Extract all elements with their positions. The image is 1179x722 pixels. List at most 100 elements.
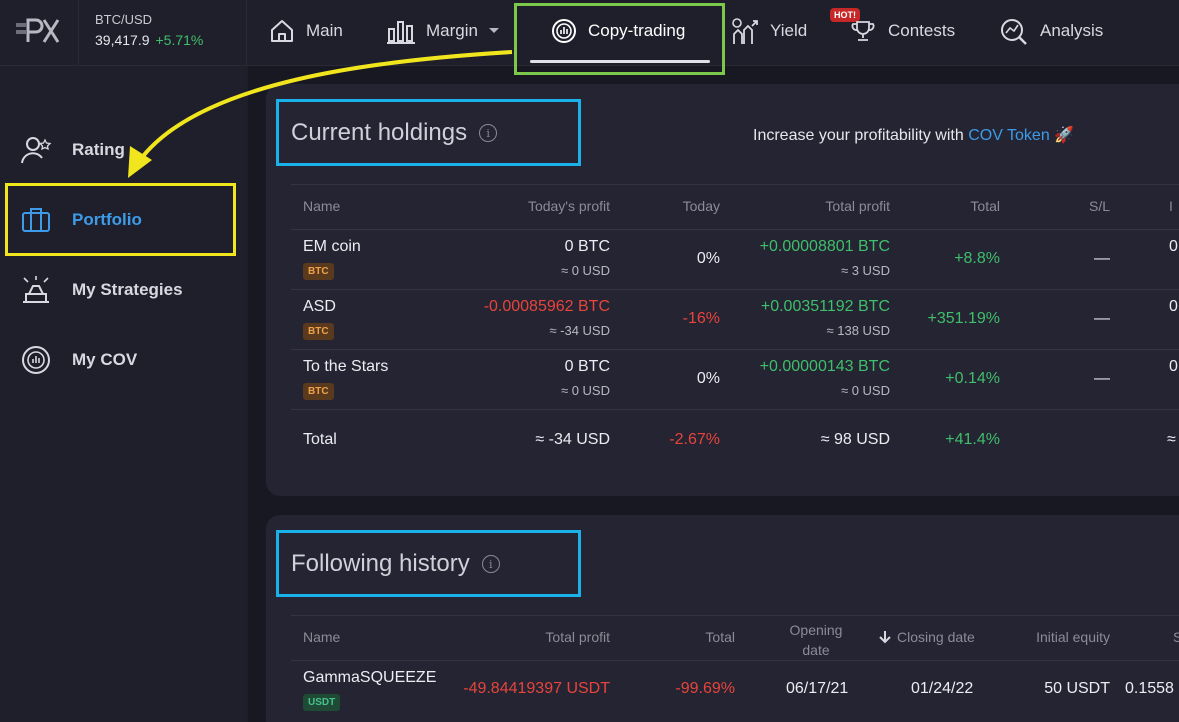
history-closing-date: 01/24/22	[911, 680, 974, 697]
sidebar-item-label: My COV	[72, 350, 138, 369]
column-header-opening-date[interactable]: Opening date	[776, 620, 856, 660]
nav-margin[interactable]: Margin	[386, 0, 500, 62]
stop-loss: —	[1094, 370, 1110, 387]
holding-name[interactable]: EM coin	[303, 238, 361, 255]
nav-analysis-label: Analysis	[1040, 21, 1104, 40]
column-header-closing-date[interactable]: Closing date	[879, 629, 975, 645]
total-percent: +351.19%	[927, 310, 1000, 327]
top-bar: BTC/USD 39,417.9 +5.71% Main Margin Copy-…	[0, 0, 1179, 66]
section-title-text: Following history	[291, 550, 470, 577]
rocket-icon: 🚀	[1054, 127, 1075, 144]
history-name[interactable]: GammaSQUEEZE	[303, 669, 437, 686]
nav-yield[interactable]: Yield	[730, 0, 807, 62]
today-percent: 0%	[696, 370, 720, 387]
total-row-todays-profit: ≈ -34 USD	[535, 431, 610, 448]
ticker-price: 39,417.9 +5.71%	[95, 32, 203, 48]
sidebar-item-label: My Strategies	[72, 280, 183, 299]
ticker-change: +5.71%	[155, 32, 204, 48]
column-header-total-profit: Total profit	[545, 629, 610, 645]
column-header-total: Total	[705, 629, 735, 645]
logo[interactable]	[14, 14, 62, 48]
ticker-price-value: 39,417.9	[95, 32, 150, 48]
strategies-icon	[23, 276, 49, 303]
analysis-icon	[1001, 19, 1027, 45]
hot-badge: HOT!	[830, 8, 860, 22]
currency-badge: BTC	[303, 263, 334, 280]
stop-loss: —	[1094, 310, 1110, 327]
info-icon[interactable]: i	[479, 124, 498, 142]
column-header-opening-line2: date	[802, 642, 830, 658]
total-percent: +0.14%	[945, 370, 1000, 387]
cov-token-link[interactable]: COV Token	[968, 127, 1050, 144]
info-icon[interactable]: i	[481, 555, 500, 573]
today-percent: 0%	[696, 250, 720, 267]
holding-name[interactable]: To the Stars	[303, 358, 389, 375]
sidebar-item-strategies[interactable]: My Strategies	[20, 274, 183, 306]
ticker[interactable]: BTC/USD 39,417.9 +5.71%	[95, 12, 203, 48]
nav-analysis[interactable]: Analysis	[998, 0, 1103, 62]
nav-yield-label: Yield	[770, 21, 808, 40]
sidebar-item-rating[interactable]: Rating	[20, 134, 125, 166]
sidebar-item-my-cov[interactable]: My COV	[20, 344, 137, 376]
todays-profit: 0 BTC	[564, 358, 610, 375]
column-header-todays-profit: Today's profit	[527, 198, 610, 214]
section-title-text: Current holdings	[291, 119, 468, 146]
current-holdings-title: Current holdings i	[291, 119, 498, 147]
column-header-closing-label: Closing date	[897, 629, 975, 645]
divider	[291, 409, 1179, 410]
column-header-extra: S	[1173, 629, 1179, 645]
sort-down-icon	[879, 631, 891, 644]
sidebar-item-label: Portfolio	[72, 210, 142, 229]
divider	[78, 0, 79, 66]
following-history-card	[266, 515, 1179, 722]
divider	[291, 349, 1179, 350]
copy-trading-icon	[552, 19, 576, 43]
divider	[291, 184, 1179, 185]
column-header-opening-line1: Opening	[789, 622, 843, 638]
active-tab-indicator	[530, 60, 710, 63]
cov-coin-icon	[22, 346, 50, 374]
divider	[291, 660, 1179, 661]
stop-loss: —	[1094, 250, 1110, 267]
yield-icon	[732, 18, 758, 44]
promo-banner: Increase your profitability with COV Tok…	[753, 125, 1074, 145]
extra-value: 0	[1169, 358, 1178, 375]
user-star-icon	[21, 137, 52, 164]
chevron-down-icon	[488, 28, 499, 33]
bar-chart-icon	[387, 21, 415, 44]
promo-text: Increase your profitability with	[753, 127, 969, 144]
column-header-total: Total	[970, 198, 1000, 214]
sidebar-item-portfolio[interactable]: Portfolio	[20, 204, 142, 236]
history-initial-equity: 50 USDT	[1044, 680, 1110, 697]
nav-margin-label: Margin	[426, 21, 478, 40]
todays-profit: -0.00085962 BTC	[483, 298, 610, 315]
todays-profit: 0 BTC	[564, 238, 610, 255]
extra-value: 0	[1169, 298, 1178, 315]
sidebar-item-label: Rating	[72, 140, 125, 159]
divider	[291, 615, 1179, 616]
column-header-name: Name	[303, 629, 341, 645]
divider	[291, 229, 1179, 230]
divider	[246, 0, 247, 66]
holding-name[interactable]: ASD	[303, 298, 336, 315]
trophy-icon	[851, 21, 875, 41]
nav-copy-trading-label: Copy-trading	[588, 21, 686, 40]
total-row-extra: ≈	[1167, 431, 1176, 448]
following-history-title: Following history i	[291, 550, 500, 578]
ticker-pair: BTC/USD	[95, 12, 153, 27]
nav-main[interactable]: Main	[268, 0, 343, 62]
column-header-today: Today	[682, 198, 720, 214]
total-row-label: Total	[303, 431, 337, 448]
total-profit: +0.00008801 BTC	[759, 238, 890, 255]
total-profit-usd: ≈ 138 USD	[826, 323, 891, 338]
nav-copy-trading[interactable]: Copy-trading	[550, 0, 685, 62]
nav-contests-label: Contests	[888, 21, 956, 40]
column-header-name: Name	[303, 198, 341, 214]
total-row-total-profit: ≈ 98 USD	[820, 431, 890, 448]
total-percent: +8.8%	[954, 250, 1000, 267]
history-opening-date: 06/17/21	[786, 680, 849, 697]
nav-contests[interactable]: Contests	[848, 0, 955, 62]
currency-badge: BTC	[303, 383, 334, 400]
total-profit: +0.00351192 BTC	[760, 298, 890, 315]
divider	[291, 289, 1179, 290]
